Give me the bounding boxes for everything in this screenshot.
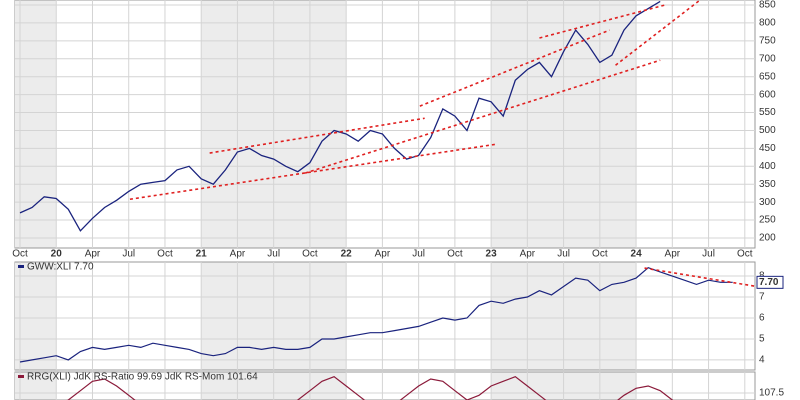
y-tick-label: 650 bbox=[759, 71, 776, 82]
y-tick-label: 850 bbox=[759, 0, 776, 11]
year-shade bbox=[15, 262, 57, 370]
panel bbox=[15, 267, 755, 363]
legend-text: GWW:XLI 7.70 bbox=[27, 262, 94, 273]
x-tick-label: Oct bbox=[447, 249, 463, 260]
y-tick-label: 550 bbox=[759, 107, 776, 118]
y-tick-label: 500 bbox=[759, 125, 776, 136]
x-tick-label: Apr bbox=[665, 249, 681, 260]
y-tick-label: 350 bbox=[759, 179, 776, 190]
y-tick-label: 7 bbox=[759, 292, 765, 303]
legend-swatch bbox=[18, 375, 24, 378]
y-tick-label: 450 bbox=[759, 143, 776, 154]
panel bbox=[15, 376, 755, 400]
last-value-box bbox=[756, 275, 784, 289]
x-tick-label: Jul bbox=[557, 249, 570, 260]
x-tick-label: 24 bbox=[631, 249, 643, 260]
panel-bg bbox=[14, 0, 756, 249]
legend-swatch bbox=[18, 265, 24, 268]
x-tick-label: Oct bbox=[157, 249, 173, 260]
x-tick-label: Jul bbox=[702, 249, 715, 260]
y-tick-label: 800 bbox=[759, 18, 776, 29]
trendline bbox=[129, 143, 498, 201]
x-tick-label: Jul bbox=[412, 249, 425, 260]
year-shade bbox=[15, 0, 57, 248]
x-tick-label: Jul bbox=[267, 249, 280, 260]
series-line bbox=[19, 267, 733, 363]
y-tick-label: 750 bbox=[759, 35, 776, 46]
y-tick-label: 200 bbox=[759, 233, 776, 244]
y-tick-label: 107.5 bbox=[759, 388, 784, 399]
panel-bg bbox=[14, 261, 756, 371]
x-tick-label: Oct bbox=[737, 249, 753, 260]
y-tick-label: 6 bbox=[759, 313, 765, 324]
y-tick-label: 250 bbox=[759, 215, 776, 226]
y-tick-label: 4 bbox=[759, 355, 765, 366]
y-tick-label: 300 bbox=[759, 197, 776, 208]
trendline bbox=[539, 4, 666, 39]
x-tick-label: Apr bbox=[520, 249, 536, 260]
y-tick-label: 5 bbox=[759, 334, 765, 345]
x-tick-label: Oct bbox=[12, 249, 28, 260]
x-tick-label: 20 bbox=[51, 249, 63, 260]
panel bbox=[15, 0, 755, 239]
y-tick-label: 600 bbox=[759, 89, 776, 100]
x-tick-label: Oct bbox=[592, 249, 608, 260]
trendline bbox=[304, 59, 661, 174]
x-tick-label: 22 bbox=[341, 249, 353, 260]
x-tick-label: Oct bbox=[302, 249, 318, 260]
legend-text: RRG(XLI) JdK RS-Ratio 99.69 JdK RS-Mom 1… bbox=[27, 372, 258, 383]
y-tick-label: 700 bbox=[759, 53, 776, 64]
trendline bbox=[209, 117, 425, 154]
trendline bbox=[419, 29, 610, 107]
trendline bbox=[644, 267, 755, 287]
x-tick-label: Apr bbox=[230, 249, 246, 260]
x-tick-label: 21 bbox=[196, 249, 208, 260]
x-tick-label: Apr bbox=[85, 249, 101, 260]
last-value-label: 7.70 bbox=[759, 277, 779, 288]
y-tick-label: 400 bbox=[759, 161, 776, 172]
x-tick-label: 23 bbox=[486, 249, 498, 260]
x-tick-label: Apr bbox=[375, 249, 391, 260]
x-tick-label: Jul bbox=[122, 249, 135, 260]
